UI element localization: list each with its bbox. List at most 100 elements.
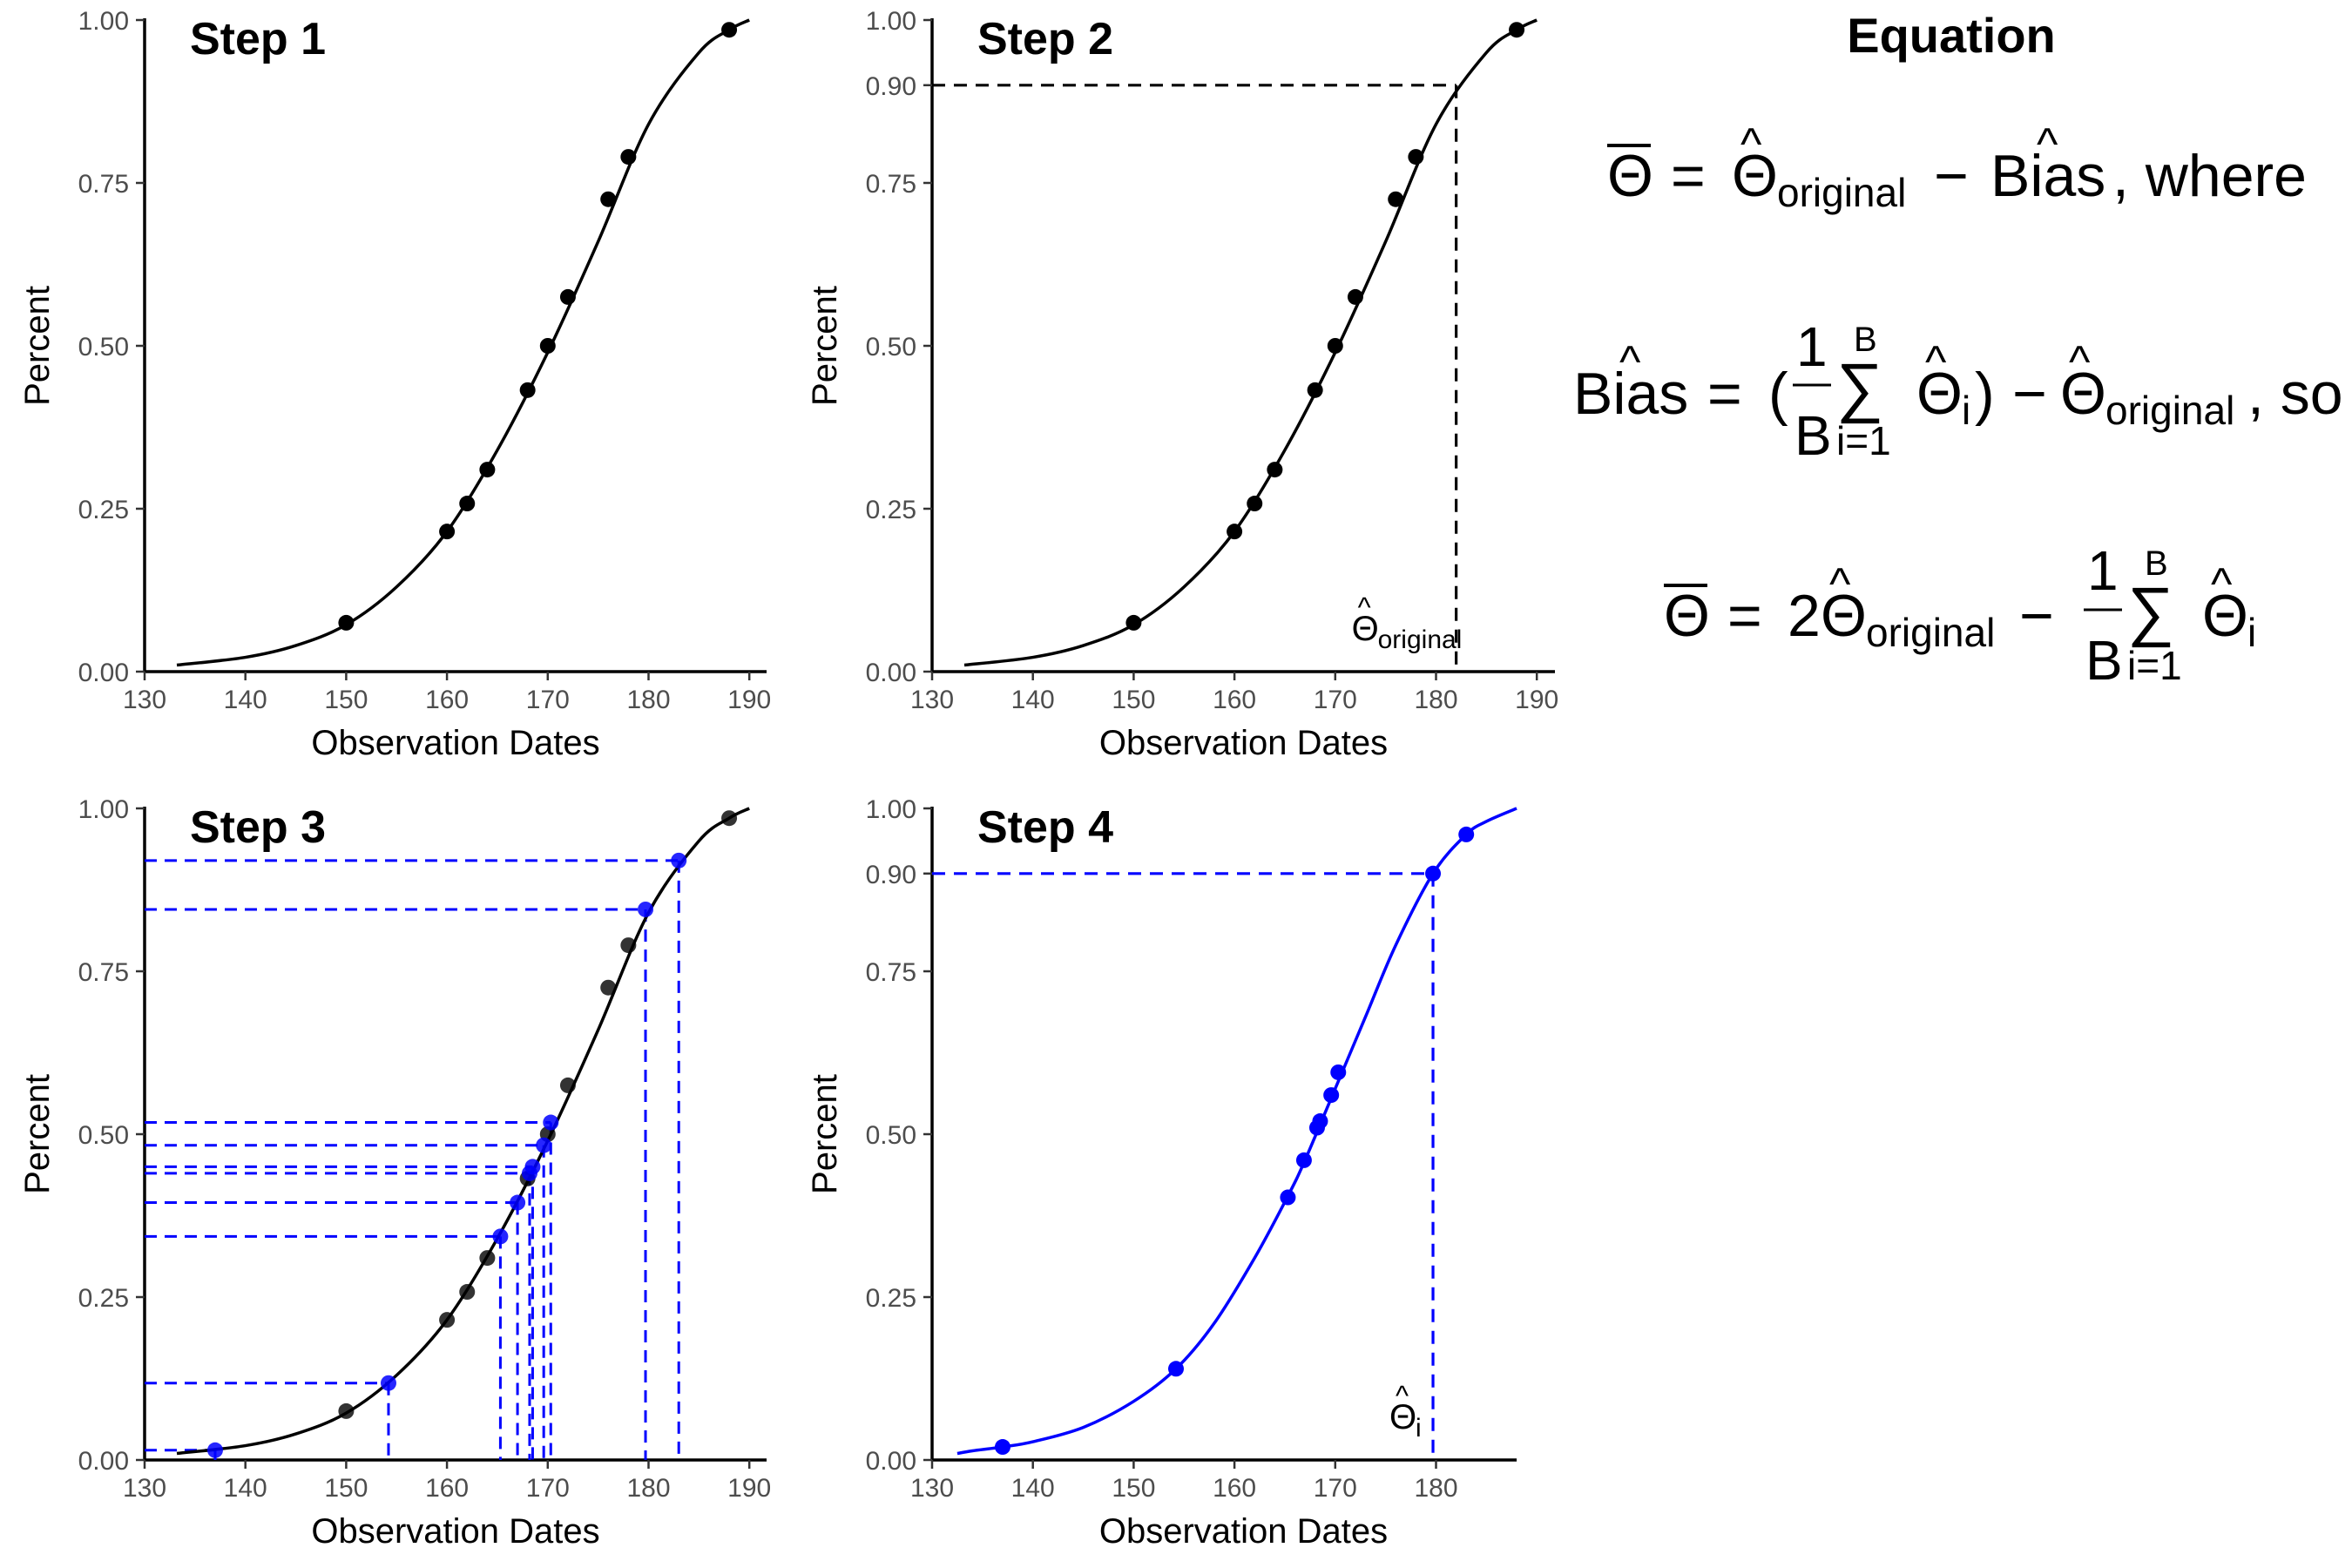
y-tick-label: 0.25 <box>866 1284 916 1313</box>
x-tick-label: 150 <box>324 1474 368 1503</box>
data-point <box>338 614 355 631</box>
x-tick-label: 130 <box>123 1474 166 1503</box>
subscript-original: original <box>2105 388 2234 433</box>
bias-hat-mark: ^ <box>1619 337 1641 388</box>
reference-label-hat: ^ <box>1358 591 1371 623</box>
sample-point <box>206 1442 223 1458</box>
x-tick-label: 160 <box>1213 1474 1256 1503</box>
close-paren: ) <box>1975 361 1995 427</box>
sample-point <box>380 1375 396 1391</box>
x-tick-label: 150 <box>324 686 368 714</box>
data-point <box>1347 288 1363 305</box>
data-point <box>519 382 536 398</box>
data-point <box>439 1312 456 1328</box>
data-point <box>1425 865 1442 882</box>
data-point <box>721 810 738 827</box>
where-text: , where <box>2112 143 2307 209</box>
chart-panel-4: 130 140 150 160 170 180 0.00 0.25 0.50 0.75 0.90 1.… <box>806 795 1517 1551</box>
x-tick-label: 140 <box>224 686 267 714</box>
hat-mark: ^ <box>1829 559 1851 610</box>
panel-title: Step 4 <box>977 802 1113 853</box>
data-point <box>600 191 617 207</box>
sample-point <box>524 1159 541 1175</box>
sum-lower-limit: i=1 <box>1836 418 1891 463</box>
chart-panel-3: 130 140 150 160 170 180 190 0.00 0.25 0.50 0.75 1.0… <box>18 795 771 1551</box>
ecdf-curve <box>176 807 750 1456</box>
sum-lower-limit: i=1 <box>2127 643 2182 688</box>
sum-sign: ∑ <box>2127 574 2174 648</box>
data-point <box>1327 338 1343 354</box>
y-tick-label: 0.75 <box>78 170 129 199</box>
sum-upper-limit: B <box>1854 321 1877 359</box>
x-tick-label: 150 <box>1112 686 1155 714</box>
equation-title: Equation <box>1847 8 2056 63</box>
hat-mark-2: ^ <box>2069 337 2091 388</box>
panel-title: Step 2 <box>977 14 1113 64</box>
open-paren: ( <box>1768 361 1788 427</box>
theta-hat: Θ <box>1821 583 1867 649</box>
x-tick-label: 130 <box>910 686 954 714</box>
x-tick-label: 140 <box>224 1474 267 1503</box>
x-tick-label: 140 <box>1011 686 1055 714</box>
data-point <box>1307 382 1323 398</box>
x-tick-label: 180 <box>1414 686 1457 714</box>
theta-hat: Θ <box>1732 143 1778 209</box>
equation-block: Equation Θ = Θ ^ original − Bias ^ , whe… <box>1573 8 2343 692</box>
data-point <box>1247 496 1263 512</box>
data-point <box>1312 1113 1328 1130</box>
panels: 130 140 150 160 170 180 190 0.00 0.25 0.50 0.75 1.0… <box>18 7 1558 1551</box>
x-tick-label: 170 <box>1314 686 1357 714</box>
data-point <box>600 979 617 996</box>
equation-line-1: Θ = Θ ^ original − Bias ^ , where <box>1607 119 2307 215</box>
data-point <box>559 288 576 305</box>
reference-label-subscript: original <box>1378 625 1463 654</box>
x-tick-label: 190 <box>1515 686 1558 714</box>
fraction-numerator: 1 <box>1796 315 1828 378</box>
equation-line-3: Θ = 2 Θ ^ original − 1 B B ∑ i=1 Θ ^ i <box>1664 539 2256 692</box>
data-point <box>1330 1064 1347 1080</box>
data-point <box>559 1077 576 1093</box>
x-axis-title: Observation Dates <box>311 724 599 762</box>
y-tick-label: 0.90 <box>866 72 916 101</box>
x-tick-label: 180 <box>1414 1474 1457 1503</box>
theta-hat-2: Θ <box>2060 361 2106 427</box>
data-point <box>459 1284 476 1301</box>
so-text: , so <box>2247 361 2343 427</box>
chart-panel-2: 130 140 150 160 170 180 190 0.00 0.25 0.50 0.75 0.9… <box>806 7 1558 762</box>
data-point <box>479 1250 496 1267</box>
x-tick-label: 170 <box>526 686 570 714</box>
data-point <box>1509 22 1525 38</box>
x-tick-label: 160 <box>1213 686 1256 714</box>
y-tick-label: 0.25 <box>78 496 129 524</box>
data-point <box>620 937 637 954</box>
subscript-original: original <box>1777 170 1906 215</box>
y-tick-label: 0.50 <box>866 1121 916 1150</box>
reference-label-theta: Θ <box>1352 610 1379 648</box>
data-point <box>1408 149 1424 166</box>
minus-sign: − <box>2019 583 2054 649</box>
chart-panel-1: 130 140 150 160 170 180 190 0.00 0.25 0.50 0.75 1.0… <box>18 7 771 762</box>
y-tick-label: 1.00 <box>78 7 129 36</box>
data-point <box>1267 462 1283 478</box>
data-point <box>1167 1361 1184 1377</box>
x-tick-label: 180 <box>626 686 670 714</box>
y-tick-label: 1.00 <box>78 795 129 824</box>
ecdf-curve <box>963 18 1538 667</box>
y-tick-label: 0.25 <box>78 1284 129 1313</box>
x-tick-label: 190 <box>727 1474 771 1503</box>
x-tick-label: 130 <box>123 686 166 714</box>
data-point <box>1323 1087 1340 1104</box>
data-point <box>479 462 496 478</box>
data-point <box>439 524 456 540</box>
x-tick-label: 170 <box>1314 1474 1357 1503</box>
equals-sign: = <box>1707 361 1742 427</box>
data-point <box>1388 191 1404 207</box>
data-point <box>1295 1152 1312 1168</box>
data-point <box>338 1402 355 1419</box>
hat-mark: ^ <box>1740 119 1762 170</box>
reference-label-theta: Θ <box>1389 1398 1416 1436</box>
x-axis-title: Observation Dates <box>1099 1512 1388 1551</box>
hat-mark-2: ^ <box>2211 559 2233 610</box>
data-point <box>994 1439 1010 1456</box>
reference-label-subscript: i <box>1416 1414 1422 1443</box>
